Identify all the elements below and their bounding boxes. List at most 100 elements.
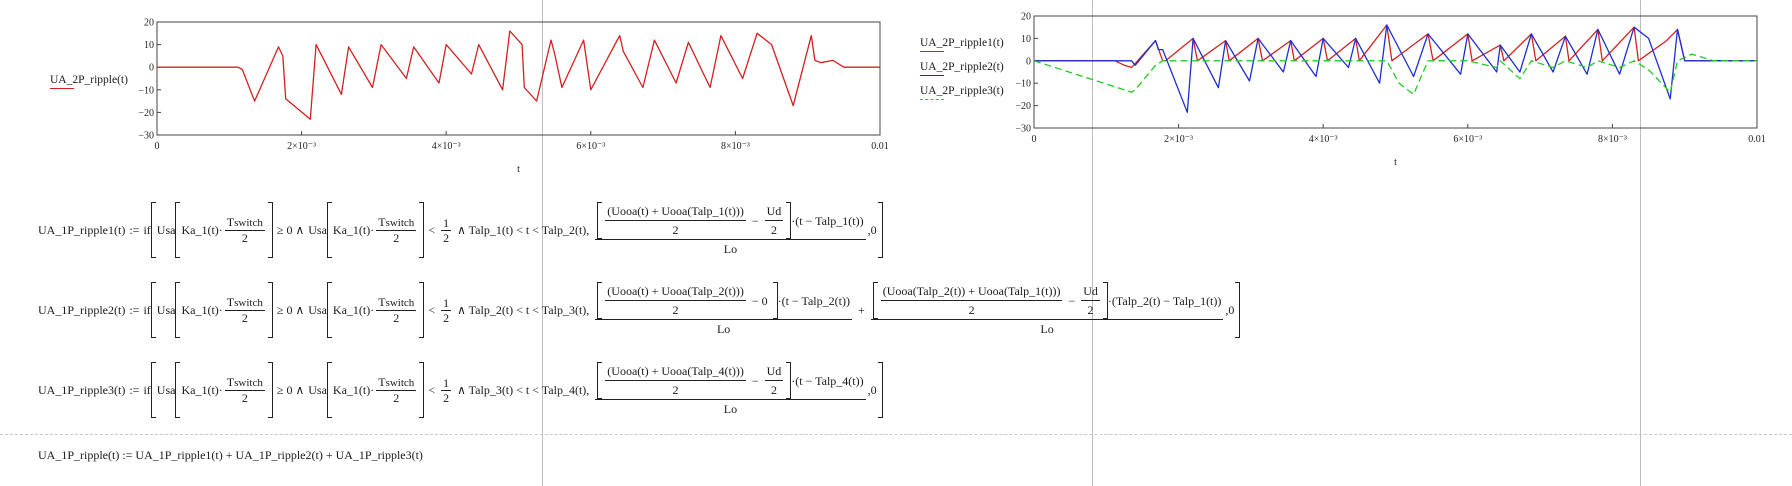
numerator: 1 [441, 215, 452, 231]
legend-item: UA_2P_ripple2(t) [920, 61, 1004, 76]
numerator: Ud [764, 202, 784, 221]
numerator: Ud [1081, 282, 1100, 301]
numerator: (Uooa(t) + Uooa(Talp_2(t))) [605, 282, 746, 301]
fraction: (Uooa(t) + Uooa(Talp_4(t))) 2 [605, 362, 746, 399]
denominator: 2 [443, 230, 450, 245]
fraction: Tswitch 2 [224, 295, 265, 325]
expression: Ka_1(t)· [181, 222, 223, 237]
bracket [877, 202, 883, 258]
y-tick-label: 0 [149, 63, 154, 74]
fraction: (Uooa(t) + Uooa(Talp_1(t))) 2 [605, 202, 746, 239]
formula-ua-1p-ripple1[interactable]: UA_1P_ripple1(t) := if Usa Ka_1(t)· Tswi… [38, 202, 883, 258]
paren [326, 282, 332, 338]
paren [419, 282, 425, 338]
symbol: T [378, 295, 386, 309]
bracket [786, 202, 792, 239]
assign-operator: := [129, 382, 140, 397]
denominator: 2 [443, 390, 450, 405]
formula-text: UA_1P_ripple(t) := UA_1P_ripple1(t) + UA… [38, 447, 423, 462]
fraction: Tswitch 2 [224, 375, 265, 405]
bracket [597, 202, 603, 239]
denominator: 2 [770, 383, 777, 397]
x-tick-label: 0 [1032, 134, 1037, 145]
series-line-1 [157, 30, 880, 120]
denominator: 2 [770, 223, 777, 237]
formula-lhs: UA_1P_ripple2(t) [38, 302, 126, 317]
expression: ·(t − Talp_4(t)) [791, 373, 864, 388]
bracket [772, 282, 778, 319]
fraction: (Uooa(t) + Uooa(Talp_2(t))) 2 [605, 282, 746, 319]
x-tick-label: 6×10⁻³ [576, 141, 605, 152]
operator: − [751, 373, 759, 388]
y-tick-label: 20 [1021, 12, 1031, 23]
fraction: (Uooa(t) + Uooa(Talp_1(t))) 2 − Ud 2 ·(t −… [595, 202, 866, 258]
paren [175, 362, 181, 418]
bracket [150, 362, 156, 418]
paren [326, 362, 332, 418]
symbol: T [226, 215, 235, 229]
formula-ua-1p-ripple3[interactable]: UA_1P_ripple3(t) := if Usa Ka_1(t)· Tswi… [38, 362, 883, 418]
denominator: 2 [393, 311, 400, 325]
numerator: 1 [441, 375, 452, 391]
denominator: Lo [716, 322, 731, 336]
numerator: 1 [441, 295, 452, 311]
bracket [872, 282, 878, 319]
operator: < [428, 222, 436, 237]
y-tick-label: −10 [138, 85, 154, 96]
x-tick-label: 2×10⁻³ [287, 141, 316, 152]
bracket [597, 282, 603, 319]
page-boundary-line [1092, 0, 1093, 486]
denominator: 2 [393, 391, 400, 405]
paren [419, 202, 425, 258]
denominator: 2 [968, 303, 975, 317]
y-tick-label: −30 [138, 131, 154, 142]
denominator: Lo [1040, 322, 1054, 336]
bracket [150, 282, 156, 338]
symbol: T [226, 375, 235, 389]
legend-item: UA_2P_ripple3(t) [920, 85, 1004, 100]
function-name: Usa [308, 382, 327, 397]
subscript: switch [385, 217, 415, 229]
fraction: Ud 2 [764, 362, 784, 399]
series-line-3 [1033, 53, 1757, 96]
function-name: Usa [156, 222, 176, 237]
fraction: Tswitch 2 [224, 215, 265, 245]
expression: Ka_1(t)· [181, 382, 223, 397]
assign-operator: := [129, 222, 140, 237]
legend-label: UA_2P_ripple2(t) [920, 61, 1004, 73]
operator: ≥ 0 ∧ [276, 382, 305, 397]
condition: ∧ Talp_1(t) < t < Talp_2(t), [457, 222, 590, 237]
bracket [877, 362, 883, 418]
subscript: switch [234, 377, 263, 389]
y-tick-label: −10 [1015, 79, 1031, 90]
operator: − [751, 213, 759, 228]
paren [175, 282, 181, 338]
page-boundary-line [1640, 0, 1641, 486]
fraction: Tswitch 2 [376, 375, 417, 405]
symbol: T [378, 215, 386, 229]
function-name: Usa [308, 302, 327, 317]
denominator: 2 [672, 383, 679, 397]
x-tick-label: 0 [155, 141, 160, 152]
numerator: (Uooa(Talp_2(t)) + Uooa(Talp_1(t))) [880, 282, 1063, 301]
plot-frame [156, 21, 881, 136]
x-tick-label: 4×10⁻³ [432, 141, 461, 152]
condition: ∧ Talp_2(t) < t < Talp_3(t), [457, 302, 590, 317]
operator: ≥ 0 ∧ [276, 222, 305, 237]
denominator: 2 [443, 310, 450, 325]
legend-swatch-green [920, 99, 944, 100]
bracket [597, 362, 603, 399]
fraction: Ud 2 [1081, 282, 1100, 319]
y-tick-label: 10 [1021, 34, 1031, 45]
formula-ua-1p-ripple2[interactable]: UA_1P_ripple2(t) := if Usa Ka_1(t)· Tswi… [38, 282, 1241, 338]
x-tick-label: 0.01 [871, 141, 889, 152]
operator: < [428, 382, 436, 397]
legend-item: UA_2P_ripple(t) [50, 74, 128, 89]
formula-ua-1p-ripple-sum[interactable]: UA_1P_ripple(t) := UA_1P_ripple1(t) + UA… [38, 446, 423, 464]
legend-label: UA_2P_ripple3(t) [920, 85, 1004, 97]
